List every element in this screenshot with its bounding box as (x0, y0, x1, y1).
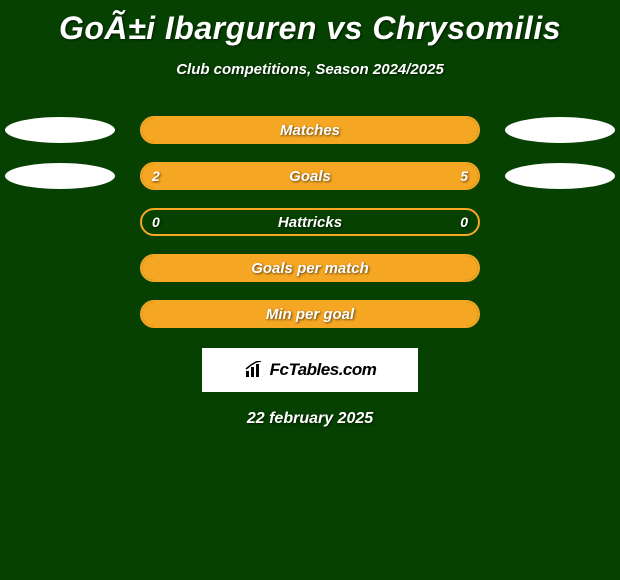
stat-row: Matches (0, 108, 620, 154)
player-right-marker (505, 163, 615, 189)
player-left-marker (5, 163, 115, 189)
stat-row: Min per goal (0, 292, 620, 338)
page-title: GoÃ±i Ibarguren vs Chrysomilis (0, 0, 620, 47)
stat-label: Hattricks (278, 214, 342, 231)
stat-label: Matches (280, 122, 340, 139)
stat-left-value: 0 (152, 214, 160, 230)
stat-row: 2 Goals 5 (0, 154, 620, 200)
stat-bar-matches: Matches (140, 116, 480, 144)
stat-bar-min-per-goal: Min per goal (140, 300, 480, 328)
stat-right-value: 0 (460, 214, 468, 230)
stat-rows: Matches 2 Goals 5 0 Hattricks 0 Goals pe… (0, 108, 620, 338)
page-subtitle: Club competitions, Season 2024/2025 (0, 61, 620, 78)
player-left-marker (5, 117, 115, 143)
stat-left-value: 2 (152, 168, 160, 184)
stat-bar-hattricks: 0 Hattricks 0 (140, 208, 480, 236)
stat-label: Min per goal (266, 306, 354, 323)
bar-chart-icon (244, 361, 266, 379)
stat-row: Goals per match (0, 246, 620, 292)
bar-fill-right (236, 164, 478, 188)
stat-bar-goals: 2 Goals 5 (140, 162, 480, 190)
source-logo: FcTables.com (202, 348, 418, 392)
stat-row: 0 Hattricks 0 (0, 200, 620, 246)
stat-right-value: 5 (460, 168, 468, 184)
player-right-marker (505, 117, 615, 143)
infographic-date: 22 february 2025 (0, 410, 620, 428)
stat-bar-goals-per-match: Goals per match (140, 254, 480, 282)
stat-label: Goals per match (251, 260, 369, 277)
logo-text: FcTables.com (270, 360, 377, 380)
stat-label: Goals (289, 168, 331, 185)
